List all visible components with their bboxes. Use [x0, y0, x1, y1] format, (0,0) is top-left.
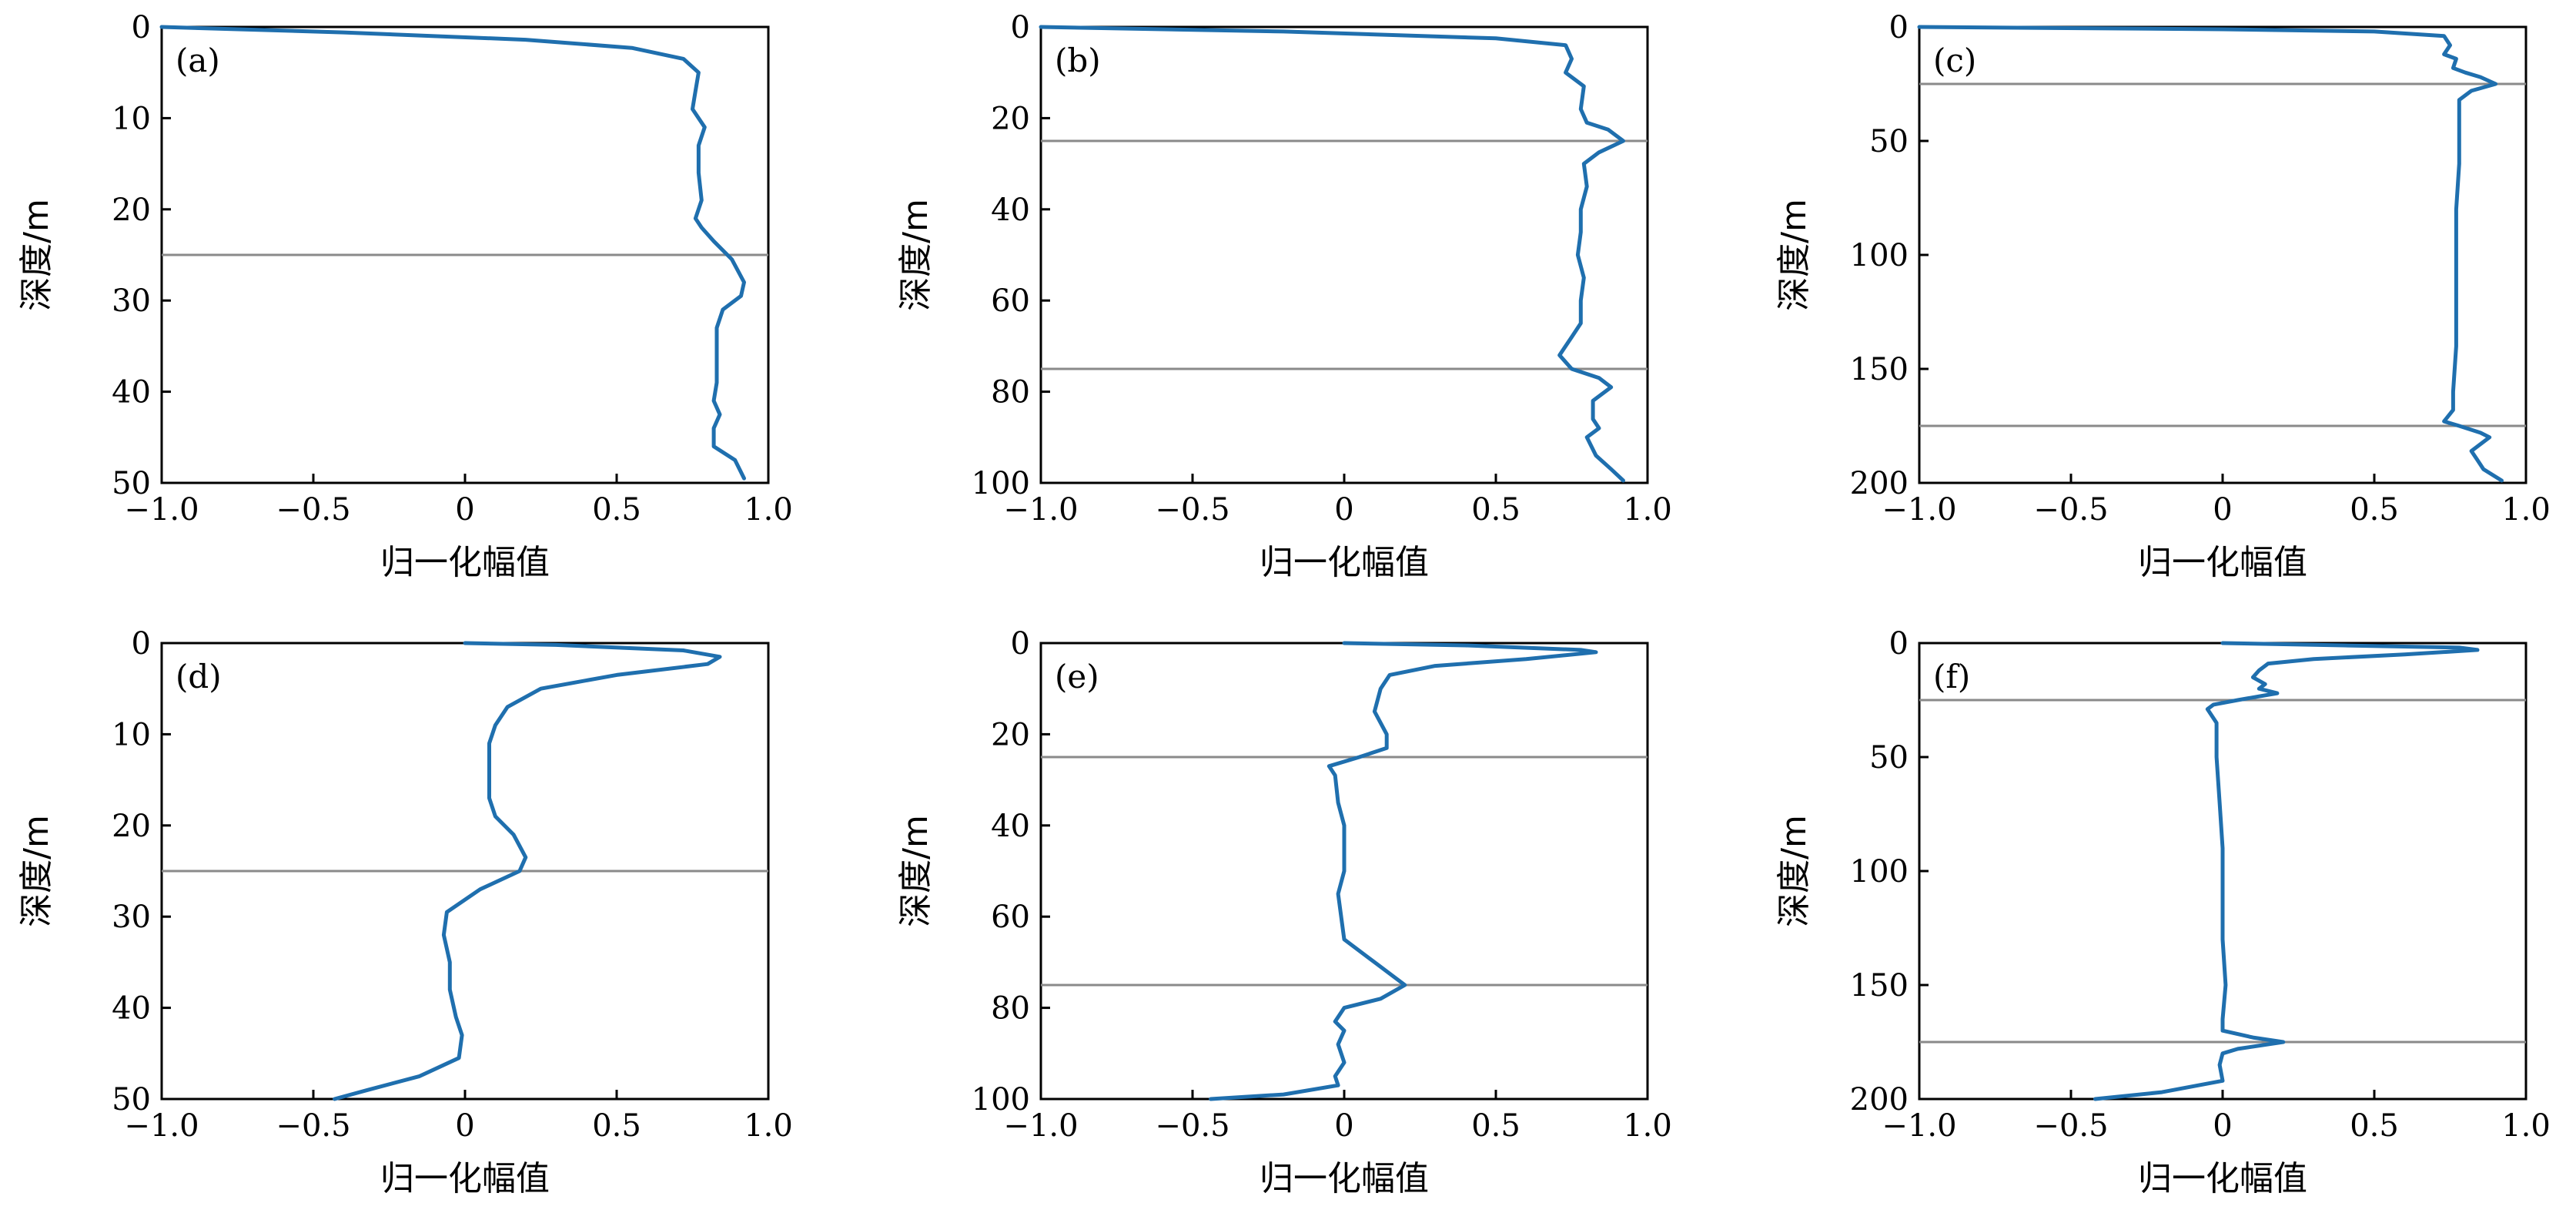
y-tick-label: 20 [112, 193, 151, 228]
y-axis-label: 深度/m [1775, 199, 1814, 311]
y-tick-label: 100 [972, 466, 1030, 501]
panel-label: (f) [1933, 658, 1970, 695]
x-tick-label: −1.0 [1882, 492, 1956, 528]
x-tick-label: 0.5 [1471, 492, 1521, 528]
panel-label: (d) [176, 658, 222, 695]
y-tick-label: 10 [112, 101, 151, 136]
y-tick-label: 40 [112, 991, 151, 1027]
x-tick-label: −0.5 [2033, 492, 2108, 528]
x-tick-label: −0.5 [1155, 1108, 1229, 1144]
y-tick-label: 40 [991, 193, 1030, 228]
y-tick-label: 50 [112, 1082, 151, 1118]
y-tick-label: 200 [1850, 466, 1909, 501]
x-tick-label: 0.5 [592, 1108, 641, 1144]
data-curve [1917, 25, 2504, 483]
y-tick-label: 20 [991, 101, 1030, 136]
y-axis-label: 深度/m [17, 815, 56, 927]
data-curve [333, 641, 722, 1101]
chart-panel-5: −1.0 −0.5 0 0.5 1.0 0 20 40 60 80 100 (e) 归一化幅值 深度/m [896, 626, 1672, 1198]
y-axis-label: 深度/m [896, 815, 935, 927]
data-curve [1039, 25, 1625, 483]
y-tick-label: 0 [132, 626, 151, 662]
x-tick-label: −0.5 [276, 492, 350, 528]
x-tick-label: 0.5 [1471, 1108, 1521, 1144]
x-tick-label: 0.5 [2350, 1108, 2399, 1144]
data-curve [2093, 641, 2480, 1101]
y-tick-label: 20 [112, 809, 151, 844]
y-tick-label: 20 [991, 717, 1030, 752]
y-tick-label: 80 [991, 991, 1030, 1027]
y-tick-label: 30 [112, 283, 151, 319]
x-tick-label: −1.0 [1003, 1108, 1078, 1144]
panel-label: (b) [1055, 42, 1101, 79]
y-tick-label: 30 [112, 900, 151, 935]
data-curve [1209, 641, 1598, 1101]
panel-label: (a) [176, 42, 220, 79]
y-tick-label: 40 [991, 809, 1030, 844]
y-axis-label: 深度/m [1775, 815, 1814, 927]
panel-label: (e) [1055, 658, 1099, 695]
plot-frame [1039, 25, 1649, 484]
y-tick-label: 0 [132, 10, 151, 45]
x-tick-label: 0.5 [2350, 492, 2399, 528]
x-tick-label: 0 [2213, 1108, 2232, 1144]
x-tick-label: −0.5 [2033, 1108, 2108, 1144]
x-axis-label: 归一化幅值 [1260, 1159, 1429, 1198]
x-tick-label: −1.0 [124, 1108, 199, 1144]
y-tick-label: 80 [991, 375, 1030, 410]
y-tick-label: 60 [991, 283, 1030, 319]
y-tick-label: 50 [1869, 124, 1909, 159]
y-tick-label: 0 [1011, 626, 1030, 662]
x-axis-label: 归一化幅值 [2138, 543, 2307, 582]
x-axis-label: 归一化幅值 [2138, 1159, 2307, 1198]
y-tick-label: 50 [112, 466, 151, 501]
plot-frame [1918, 25, 2527, 484]
y-tick-label: 40 [112, 375, 151, 410]
y-tick-label: 150 [1850, 352, 1909, 387]
x-tick-label: 1.0 [2501, 1108, 2551, 1144]
x-tick-label: −0.5 [1155, 492, 1229, 528]
chart-panel-1: −1.0 −0.5 0 0.5 1.0 0 10 20 30 40 50 (a) 归一化幅值 深度/m [17, 10, 793, 582]
x-axis-label: 归一化幅值 [380, 1159, 550, 1198]
chart-panel-2: −1.0 −0.5 0 0.5 1.0 0 20 40 60 80 100 (b) 归一化幅值 深度/m [896, 10, 1672, 582]
x-tick-label: 0 [1334, 492, 1353, 528]
x-tick-label: 1.0 [744, 492, 793, 528]
x-tick-label: −1.0 [124, 492, 199, 528]
x-tick-label: −0.5 [276, 1108, 350, 1144]
y-tick-label: 100 [1850, 854, 1909, 890]
chart-panel-4: −1.0 −0.5 0 0.5 1.0 0 10 20 30 40 50 (d) 归一化幅值 深度/m [17, 626, 793, 1198]
y-tick-label: 0 [1889, 626, 1909, 662]
y-tick-label: 50 [1869, 740, 1909, 776]
x-tick-label: 1.0 [744, 1108, 793, 1144]
chart-panel-3: −1.0 −0.5 0 0.5 1.0 0 50 100 150 200 (c) 归一化幅值 深度/m [1775, 10, 2551, 582]
y-tick-label: 200 [1850, 1082, 1909, 1118]
x-tick-label: 0 [455, 492, 474, 528]
data-curve [159, 25, 746, 481]
y-axis-label: 深度/m [896, 199, 935, 311]
y-tick-label: 100 [972, 1082, 1030, 1118]
x-tick-label: −1.0 [1882, 1108, 1956, 1144]
y-tick-label: 100 [1850, 238, 1909, 273]
y-tick-label: 60 [991, 900, 1030, 935]
y-axis-label: 深度/m [17, 199, 56, 311]
x-axis-label: 归一化幅值 [1260, 543, 1429, 582]
x-tick-label: 0 [2213, 492, 2232, 528]
x-tick-label: 1.0 [1623, 1108, 1672, 1144]
panel-label: (c) [1933, 42, 1976, 79]
x-tick-label: 0.5 [592, 492, 641, 528]
y-tick-label: 0 [1011, 10, 1030, 45]
y-tick-label: 10 [112, 717, 151, 752]
x-tick-label: 0 [455, 1108, 474, 1144]
x-tick-label: 1.0 [2501, 492, 2551, 528]
y-tick-label: 0 [1889, 10, 1909, 45]
y-tick-label: 150 [1850, 968, 1909, 1004]
x-tick-label: 0 [1334, 1108, 1353, 1144]
chart-panel-6: −1.0 −0.5 0 0.5 1.0 0 50 100 150 200 (f) 归一化幅值 深度/m [1775, 626, 2551, 1198]
x-axis-label: 归一化幅值 [380, 543, 550, 582]
x-tick-label: −1.0 [1003, 492, 1078, 528]
x-tick-label: 1.0 [1623, 492, 1672, 528]
